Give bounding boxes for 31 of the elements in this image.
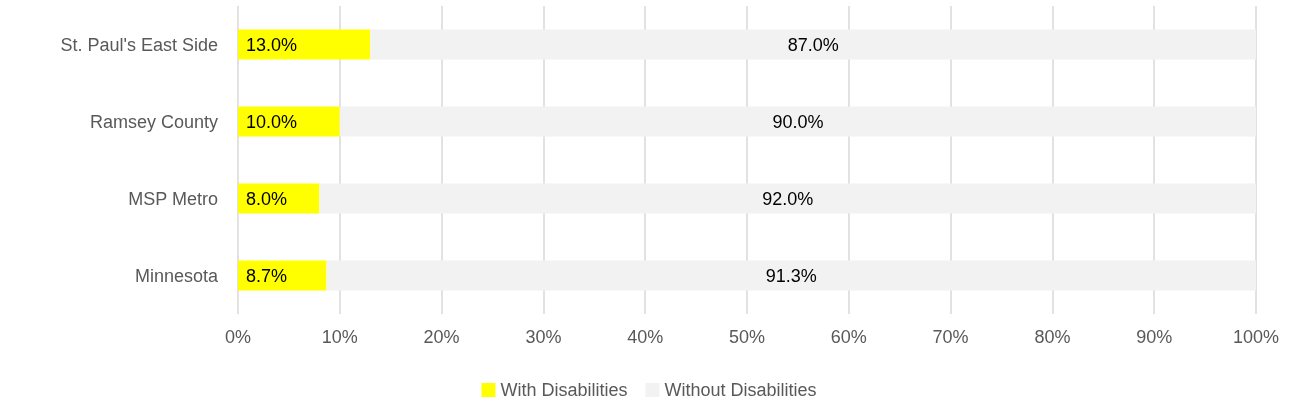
- data-label: 13.0%: [246, 34, 298, 55]
- legend-label: With Disabilities: [500, 380, 628, 400]
- data-label: 8.0%: [246, 188, 288, 209]
- data-label: 90.0%: [772, 111, 824, 132]
- bar: [326, 260, 1256, 291]
- x-tick-label: 40%: [627, 327, 664, 347]
- bar: [238, 29, 371, 60]
- y-tick-label: Minnesota: [134, 265, 219, 286]
- x-tick-label: 0%: [224, 327, 252, 347]
- legend-label: Without Disabilities: [664, 380, 817, 400]
- x-tick-label: 80%: [1034, 327, 1071, 347]
- data-label: 10.0%: [246, 111, 298, 132]
- y-tick-label: Ramsey County: [89, 111, 218, 132]
- bar: [370, 29, 1256, 60]
- bar: [238, 260, 327, 291]
- bar: [319, 183, 1256, 214]
- x-tick-label: 50%: [728, 327, 766, 347]
- x-tick-label: 60%: [830, 327, 867, 347]
- data-label: 87.0%: [787, 34, 839, 55]
- x-tick-label: 20%: [423, 327, 460, 347]
- y-tick-label: MSP Metro: [128, 188, 218, 209]
- x-tick-label: 30%: [525, 327, 562, 347]
- x-tick-label: 100%: [1232, 327, 1280, 347]
- x-tick-label: 10%: [321, 327, 358, 347]
- data-label: 91.3%: [765, 265, 817, 286]
- data-label: 8.7%: [246, 265, 288, 286]
- bar: [339, 106, 1256, 137]
- y-tick-label: St. Paul's East Side: [60, 34, 218, 55]
- x-tick-label: 90%: [1136, 327, 1173, 347]
- data-label: 92.0%: [762, 188, 814, 209]
- x-tick-label: 70%: [932, 327, 969, 347]
